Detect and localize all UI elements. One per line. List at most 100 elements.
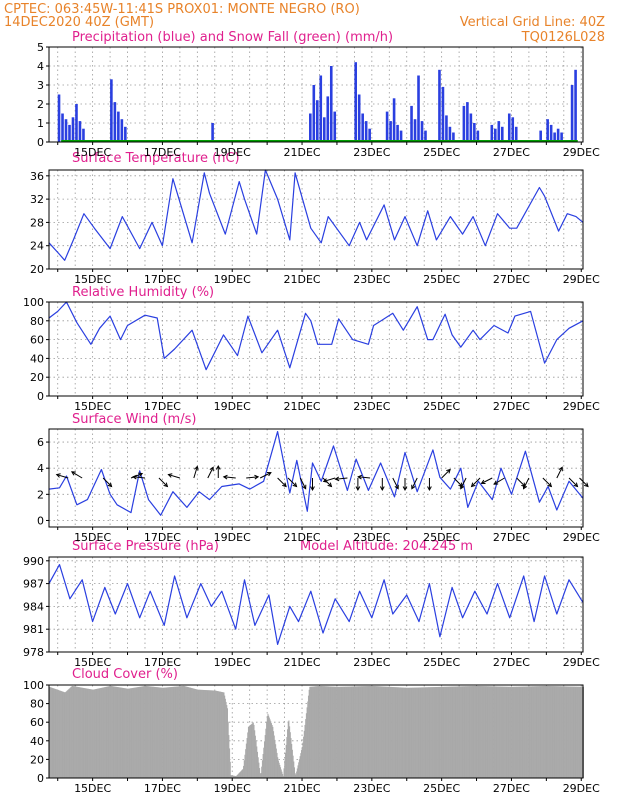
cloud-bar (279, 764, 281, 778)
cloud-bar (310, 686, 312, 778)
pressure-frame (48, 556, 584, 653)
wind-ytick-label: 4 (37, 462, 44, 475)
cloud-bar (250, 724, 252, 778)
wind-arrow-shaft (335, 477, 348, 480)
cloud-bar (76, 686, 78, 778)
cloud-bar (492, 686, 494, 778)
wind-arrow-head (302, 484, 307, 490)
cloud-bar (490, 686, 492, 778)
cloud-bar (308, 689, 310, 778)
cloud-bar (216, 690, 218, 778)
rh-frame (48, 301, 584, 397)
temp-ytick-label: 32 (30, 193, 44, 206)
cloud-bar (157, 687, 159, 778)
pressure-ytick-label: 981 (23, 623, 44, 636)
cloud-bar (499, 686, 501, 778)
cloud-bar (206, 690, 208, 778)
cloud-bar (236, 775, 238, 778)
cloud-bar (64, 692, 66, 778)
cloud-bar (468, 686, 470, 778)
cloud-bar (428, 687, 430, 778)
cloud-bar (481, 686, 483, 778)
cloud-bar (132, 687, 134, 778)
cloud-bar (348, 686, 350, 778)
cloud-bar (355, 686, 357, 778)
cloud-bar (210, 690, 212, 778)
wind-xtick-label: 27DEC (493, 531, 530, 544)
cloud-bar (551, 686, 553, 778)
cloud-bar (224, 695, 226, 778)
cloud-bar (423, 687, 425, 778)
cloud-bar (495, 686, 497, 778)
wind-ytick-label: 2 (37, 488, 44, 501)
wind-arrow-head (427, 486, 432, 492)
precip-bar (410, 105, 413, 142)
cloud-bar (570, 686, 572, 778)
cloud-bar (57, 689, 59, 778)
cloud-bar (109, 686, 111, 778)
cloud-bar (296, 768, 298, 778)
cloud-bar (398, 687, 400, 778)
cloud-bar (314, 686, 316, 778)
cloud-bar (374, 686, 376, 778)
precip-ytick-label: 1 (37, 117, 44, 130)
cloud-bar (438, 686, 440, 778)
cloud-xtick-label: 25DEC (423, 782, 460, 795)
cloud-bar (500, 686, 502, 778)
cloud-bar (522, 686, 524, 778)
cloud-bar (381, 686, 383, 778)
temp-title: Surface Temperature (nC) (72, 151, 240, 166)
cloud-bar (540, 686, 542, 778)
cloud-bar (369, 685, 371, 778)
cloud-bar (153, 686, 155, 778)
cloud-bar (317, 686, 319, 778)
cloud-bar (547, 685, 549, 778)
cloud-bar (227, 708, 228, 778)
cloud-bar (545, 685, 547, 778)
cloud-bar (514, 686, 516, 778)
cloud-bar (581, 686, 583, 778)
cloud-bar (435, 687, 437, 778)
cloud-bar (347, 686, 349, 778)
cloud-bar (426, 687, 428, 778)
cloud-bar (516, 686, 518, 778)
cloud-bar (116, 686, 118, 778)
rh-xtick-label: 17DEC (144, 400, 181, 413)
cloud-bar (312, 686, 314, 778)
cloud-bar (319, 685, 321, 778)
cloud-bar (220, 691, 222, 778)
cloud-bar (411, 687, 413, 778)
precip-bar (417, 75, 420, 142)
cloud-bar (393, 687, 395, 778)
cloud-bar (270, 723, 272, 778)
pressure-ytick-label: 978 (23, 646, 44, 659)
cloud-bar (303, 730, 305, 778)
wind-line (48, 431, 584, 516)
cloud-bar (513, 686, 515, 778)
precip-title: Precipitation (blue) and Snow Fall (gree… (72, 30, 393, 45)
cloud-bar (433, 687, 435, 778)
cloud-bar (224, 698, 226, 778)
cloud-bar (477, 685, 479, 778)
cloud-bar (288, 720, 290, 778)
cloud-bar (573, 686, 575, 778)
cloud-bar (471, 686, 473, 778)
cloud-bar (487, 686, 489, 778)
cloud-bar (467, 686, 469, 778)
cloud-bar (340, 686, 342, 778)
cloud-bar (499, 686, 501, 778)
cloud-bar (207, 690, 209, 778)
wind-arrow-head (480, 479, 486, 485)
rh-ytick-label: 100 (23, 296, 44, 309)
pressure-xtick-label: 17DEC (144, 656, 181, 669)
cloud-bar (220, 691, 222, 778)
cloud-bar (528, 686, 530, 778)
cloud-bar (79, 687, 81, 778)
cloud-bar (91, 689, 93, 778)
cloud-bar (458, 686, 460, 778)
cloud-bar (574, 686, 576, 778)
precip-bar (113, 102, 117, 142)
cloud-bar (174, 686, 176, 778)
cloud-bar (80, 687, 82, 778)
